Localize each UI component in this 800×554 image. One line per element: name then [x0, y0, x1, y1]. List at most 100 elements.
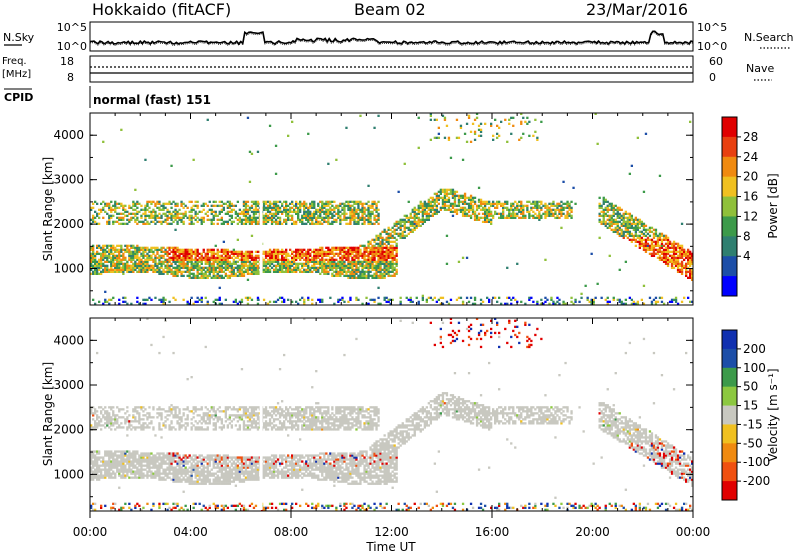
power-cell	[236, 214, 240, 217]
power-cell	[240, 210, 244, 213]
power-cell	[319, 210, 322, 213]
power-cell	[674, 248, 678, 251]
power-cell	[377, 114, 380, 117]
power-cell	[479, 208, 483, 211]
power-cell	[244, 252, 248, 255]
power-cell	[425, 216, 429, 219]
power-cell	[162, 272, 165, 275]
power-cell	[353, 250, 356, 253]
power-cell	[317, 202, 320, 205]
power-cell	[383, 252, 386, 255]
power-cell	[461, 208, 465, 211]
power-cell	[160, 222, 163, 225]
power-cell	[389, 254, 392, 257]
freq-label: Freq.	[2, 56, 27, 67]
power-cell	[435, 210, 439, 213]
power-cell	[305, 214, 308, 217]
power-cell	[305, 260, 308, 263]
power-cell	[116, 250, 119, 253]
power-cell	[206, 248, 209, 251]
power-cell	[614, 230, 617, 233]
velocity-cell	[90, 506, 93, 510]
power-cell	[122, 256, 125, 259]
power-cell	[192, 276, 195, 279]
power-cell	[664, 248, 668, 251]
power-cell	[140, 258, 143, 261]
power-cell	[626, 232, 630, 235]
power-cell	[473, 214, 477, 217]
power-cell	[198, 268, 201, 271]
velocity-cell	[120, 474, 123, 477]
power-cell	[628, 218, 632, 221]
power-cell	[393, 246, 396, 249]
nsearch-tick-high: 10^5	[697, 21, 727, 34]
power-cell	[196, 220, 199, 223]
power-cell	[469, 216, 473, 219]
power-cell	[502, 214, 505, 217]
power-cell	[417, 216, 420, 219]
power-cell	[230, 252, 234, 255]
power-cell	[349, 252, 352, 255]
power-cell	[114, 220, 117, 223]
power-cell	[301, 264, 304, 267]
velocity-cell	[112, 464, 115, 467]
power-cell	[262, 200, 266, 203]
power-cell	[622, 218, 625, 221]
power-cell	[305, 268, 308, 271]
power-cell	[244, 256, 248, 259]
power-cell	[624, 226, 628, 229]
power-cell	[232, 252, 236, 255]
power-cell	[417, 206, 420, 209]
power-cell	[469, 198, 473, 201]
power-cell	[285, 250, 288, 253]
power-cell	[540, 298, 543, 301]
power-cell	[108, 256, 111, 259]
power-cell	[140, 268, 143, 271]
power-cell	[325, 210, 328, 213]
power-cell	[108, 270, 111, 273]
velocity-cell	[104, 418, 107, 421]
power-cell	[337, 272, 340, 275]
power-cell	[600, 296, 603, 299]
power-cell	[188, 252, 191, 255]
power-cell	[198, 266, 201, 269]
power-cell	[369, 246, 372, 249]
power-cell	[232, 208, 236, 211]
power-cell	[626, 216, 630, 219]
velocity-cell	[92, 414, 95, 417]
power-cell	[218, 212, 221, 215]
power-cell	[276, 260, 280, 263]
power-cell	[413, 218, 416, 221]
power-cell	[560, 214, 563, 217]
power-cell	[248, 214, 252, 217]
power-cell	[484, 200, 487, 203]
power-cell	[220, 218, 224, 221]
velocity-cell	[142, 506, 145, 510]
power-cell	[307, 270, 310, 273]
power-cell	[110, 214, 113, 217]
power-cell	[208, 200, 211, 203]
velocity-cell	[118, 408, 121, 411]
power-cell	[685, 254, 688, 257]
power-cell	[397, 234, 400, 237]
power-cell	[270, 218, 274, 221]
power-cell	[349, 246, 352, 249]
power-cell	[441, 206, 445, 209]
power-cell	[687, 296, 690, 299]
power-cell	[373, 272, 376, 275]
power-cell	[276, 258, 280, 261]
power-cell	[190, 250, 193, 253]
power-cell	[134, 214, 137, 217]
power-cell	[162, 296, 165, 299]
velocity-cell	[134, 456, 137, 459]
power-cell	[142, 254, 145, 257]
power-cell	[496, 202, 499, 205]
power-cell	[274, 172, 278, 175]
power-cell	[421, 206, 425, 209]
velocity-cell	[130, 420, 133, 423]
power-cell	[172, 220, 175, 223]
power-cell	[678, 246, 682, 249]
colorbar-swatch	[722, 216, 737, 237]
power-cell	[423, 218, 427, 221]
power-cell	[232, 220, 236, 223]
